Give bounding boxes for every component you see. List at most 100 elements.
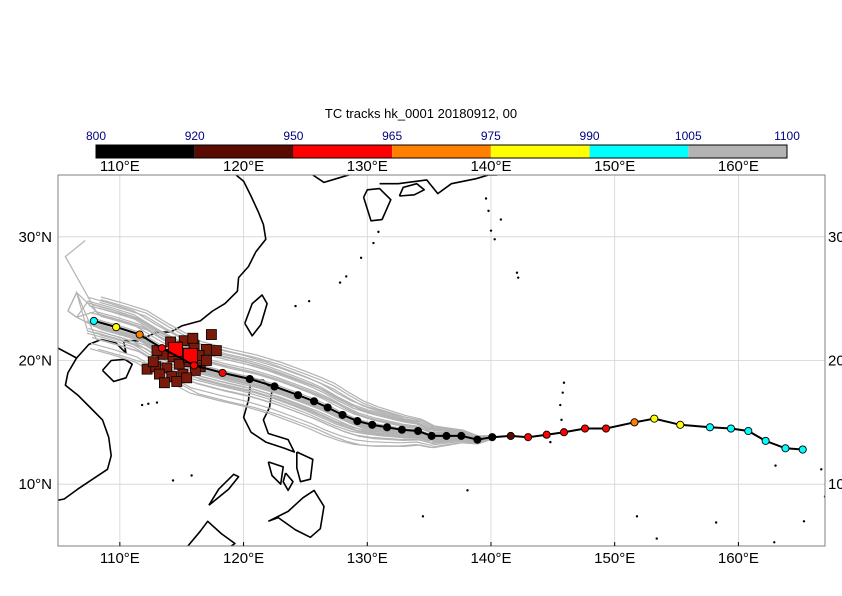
island <box>155 401 159 404</box>
colorbar-segment <box>96 145 195 158</box>
genesis-marker <box>173 358 185 370</box>
colorbar-tick-label: 1100 <box>774 129 800 143</box>
track-point <box>705 423 715 432</box>
track-point <box>506 431 515 440</box>
island <box>489 229 493 232</box>
track-point <box>112 323 121 332</box>
track-point <box>190 361 199 370</box>
track-point <box>726 424 736 433</box>
island <box>147 402 150 405</box>
coastline <box>379 175 498 195</box>
genesis-marker <box>171 376 183 387</box>
coastline <box>208 473 240 506</box>
lon-tick-label-bottom: 150°E <box>594 550 635 567</box>
track-point <box>442 431 451 440</box>
lat-tick-label-right: 30°N <box>828 229 842 246</box>
track-point <box>293 391 303 400</box>
colorbar-segment <box>392 145 491 158</box>
colorbar-segment <box>688 145 787 158</box>
island <box>140 403 144 407</box>
coastline <box>187 520 236 546</box>
colorbar-segment <box>490 145 590 158</box>
ensemble-track <box>67 291 493 440</box>
track-point <box>427 431 436 440</box>
island <box>345 275 348 278</box>
ensemble-track <box>98 348 493 449</box>
genesis-marker <box>187 332 199 344</box>
island <box>655 537 658 540</box>
lat-tick-label-left: 30°N <box>18 229 52 246</box>
coastline <box>296 451 314 483</box>
track-point <box>323 403 332 412</box>
island <box>493 238 496 241</box>
lon-tick-label-top: 110°E <box>100 158 140 175</box>
genesis-marker <box>205 329 217 340</box>
island <box>372 241 375 245</box>
lon-tick-label-top: 120°E <box>223 158 264 175</box>
island <box>635 515 639 518</box>
track-point <box>650 414 659 423</box>
island <box>820 468 823 471</box>
genesis-marker <box>147 356 159 368</box>
island <box>560 418 563 422</box>
colorbar-tick-label: 990 <box>580 129 600 143</box>
lon-tick-label-bottom: 110°E <box>100 550 140 567</box>
track-point <box>601 424 611 433</box>
lon-tick-label-top: 150°E <box>594 158 635 175</box>
track-point <box>580 424 590 433</box>
lon-tick-label-bottom: 130°E <box>347 550 388 567</box>
track-point <box>397 425 406 434</box>
track-point <box>457 431 466 440</box>
track-point <box>310 397 319 406</box>
island <box>515 271 519 274</box>
island <box>802 520 806 523</box>
island <box>773 541 776 544</box>
island <box>562 381 566 384</box>
coastline <box>282 472 294 492</box>
genesis-marker <box>201 355 212 366</box>
pressure-colorbar: 800 920 950 965 975 990 1005 1100 <box>86 129 800 159</box>
coastline <box>267 461 284 485</box>
colorbar-segment <box>293 145 393 158</box>
track-point <box>413 426 423 436</box>
track-point <box>676 420 685 429</box>
coastline <box>312 175 352 184</box>
track-point <box>798 445 807 454</box>
colorbar-tick-label: 950 <box>283 129 303 143</box>
forecast-track <box>89 316 807 454</box>
coastline <box>101 358 133 383</box>
lat-tick-label-right: 10°N <box>828 476 842 493</box>
island <box>499 218 503 221</box>
coastlines <box>58 175 825 546</box>
track-point <box>383 423 392 432</box>
coastline <box>58 357 112 501</box>
island <box>561 391 564 394</box>
track-point <box>270 382 279 391</box>
track-point <box>488 433 497 442</box>
track-point <box>559 428 569 437</box>
track-point <box>744 426 753 436</box>
track-point <box>630 418 639 427</box>
track-point <box>157 344 166 353</box>
coastline <box>244 294 268 337</box>
island <box>517 276 520 279</box>
track-point <box>218 368 227 377</box>
lon-tick-label-top: 160°E <box>718 158 759 175</box>
lon-tick-label-bottom: 120°E <box>223 550 264 567</box>
coastline <box>398 182 425 197</box>
ensemble-track <box>100 296 493 437</box>
track-point <box>353 417 362 426</box>
island <box>484 197 488 200</box>
island <box>559 403 562 407</box>
track-point <box>338 410 347 419</box>
coastline <box>242 378 296 453</box>
coastline <box>58 175 267 359</box>
island <box>421 515 425 518</box>
coastline <box>267 489 325 539</box>
lon-tick-label-top: 140°E <box>470 158 511 175</box>
ensemble-track <box>87 296 492 437</box>
lat-tick-label-left: 10°N <box>18 476 52 493</box>
colorbar-segment <box>589 145 689 158</box>
island <box>377 230 380 234</box>
